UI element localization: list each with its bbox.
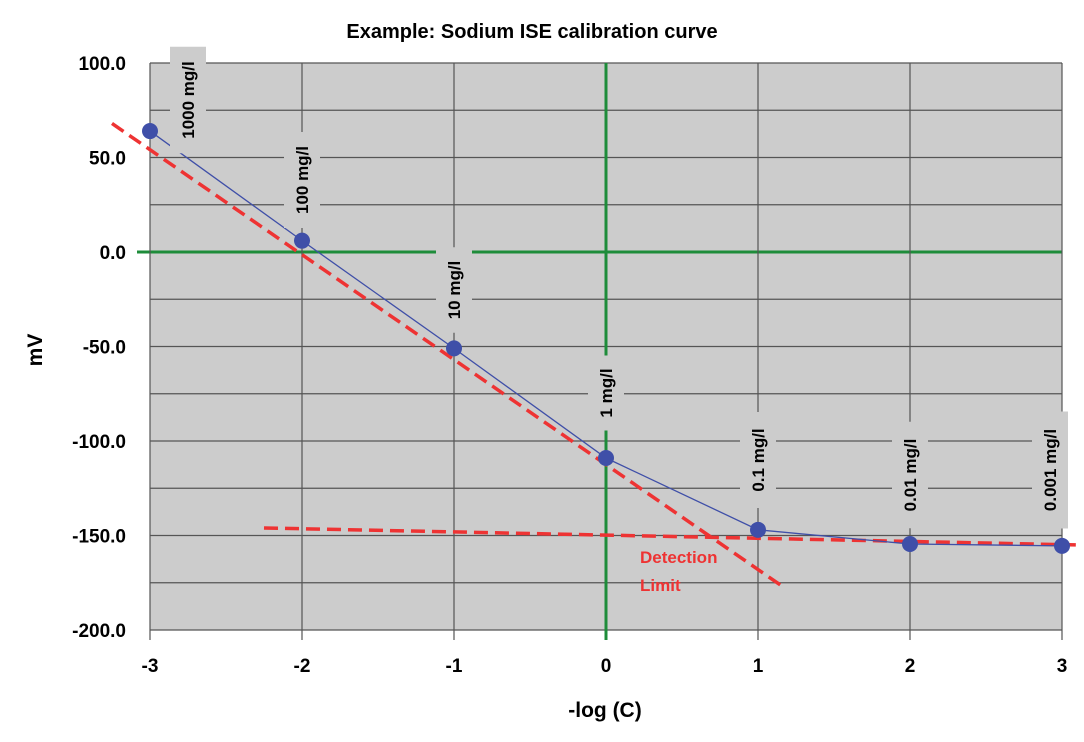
data-point [294,232,310,249]
y-tick-label: -200.0 [72,621,126,642]
point-label: 0.1 mg/l [749,428,768,491]
point-label-bg [892,421,928,529]
x-tick-label: 2 [905,656,916,677]
point-label-bg [588,355,624,431]
x-axis-label: -log (C) [568,699,641,722]
y-tick-label: -50.0 [83,338,126,359]
point-label: 0.001 mg/l [1041,429,1060,511]
y-tick-label: 50.0 [89,149,126,170]
x-tick-label: 0 [601,656,612,677]
point-label: 10 mg/l [445,261,464,320]
annotation-line-1: Detection [640,548,717,567]
point-label: 100 mg/l [293,146,312,214]
data-point [1054,537,1070,554]
data-point [446,340,462,357]
point-label-bg [1032,411,1068,529]
y-tick-label: 100.0 [78,54,126,75]
data-point [142,123,158,140]
point-label-bg [170,46,206,154]
y-tick-label: -150.0 [72,527,126,548]
x-tick-label: -1 [446,656,463,677]
x-tick-label: 3 [1057,656,1068,677]
chart-title: Example: Sodium ISE calibration curve [346,21,717,43]
x-tick-label: -3 [142,656,159,677]
point-label-bg [436,247,472,333]
data-point [598,450,614,467]
trendline-linear-slope [111,122,787,590]
point-label-bg [284,132,320,228]
annotation-line-2: Limit [640,576,681,595]
x-tick-label: 1 [753,656,764,677]
trendline-baseline [263,526,1078,547]
x-tick-label: -2 [294,656,311,677]
point-label: 1 mg/l [597,368,616,417]
y-tick-label: -100.0 [72,432,126,453]
y-axis-label: mV [24,334,47,367]
data-point [902,536,918,553]
point-label: 0.01 mg/l [901,439,920,512]
point-label: 1000 mg/l [179,61,198,139]
point-label-bg [740,412,776,508]
data-point [750,521,766,538]
y-tick-label: 0.0 [100,243,126,264]
